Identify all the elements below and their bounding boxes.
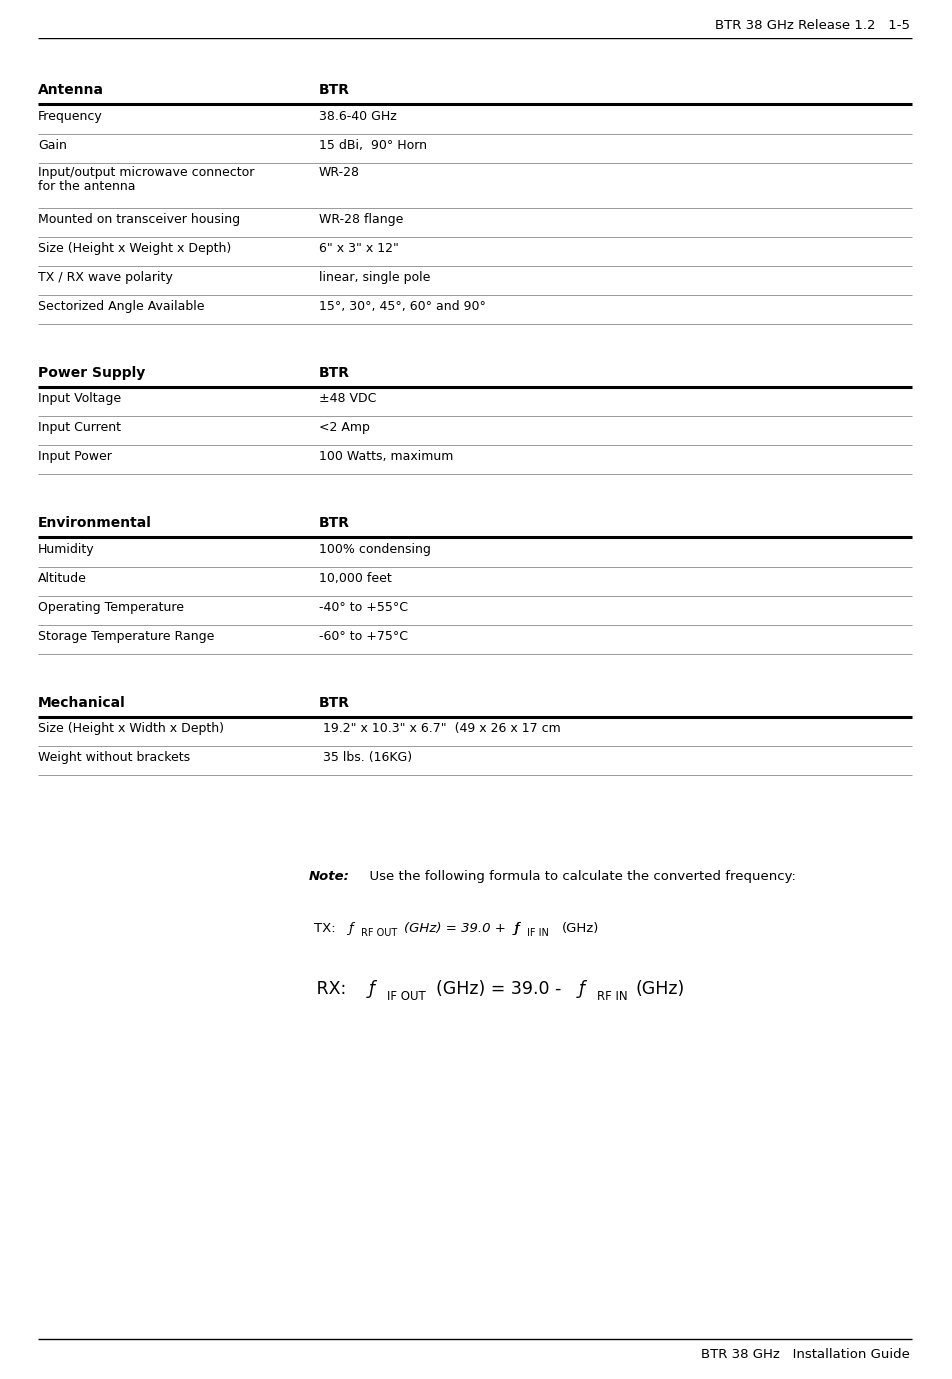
Text: (GHz): (GHz) [562,923,600,935]
Text: WR-28 flange: WR-28 flange [319,212,404,226]
Text: BTR: BTR [319,696,350,710]
Text: -60° to +75°C: -60° to +75°C [319,630,407,643]
Text: BTR 38 GHz Release 1.2: BTR 38 GHz Release 1.2 [737,19,910,32]
Text: Gain: Gain [38,139,67,152]
Text: Environmental: Environmental [38,516,152,531]
Text: ±48 VDC: ±48 VDC [319,392,376,405]
Text: ƒ: ƒ [579,980,585,998]
Text: Mechanical: Mechanical [38,696,126,710]
Text: Altitude: Altitude [38,572,87,585]
Text: Antenna: Antenna [38,83,104,98]
Text: Frequency: Frequency [38,110,103,123]
Text: IF OUT: IF OUT [387,990,426,1003]
Text: Input/output microwave connector: Input/output microwave connector [38,165,254,179]
Text: BTR 38 GHz   Installation Guide: BTR 38 GHz Installation Guide [701,1349,910,1361]
Text: Sectorized Angle Available: Sectorized Angle Available [38,299,205,313]
Text: BTR: BTR [319,516,350,531]
Text: 10,000 feet: 10,000 feet [319,572,391,585]
Text: -40° to +55°C: -40° to +55°C [319,601,407,614]
Text: Size (Height x Width x Depth): Size (Height x Width x Depth) [38,723,224,735]
Text: BTR 38 GHz Release 1.2   1-5: BTR 38 GHz Release 1.2 1-5 [715,19,910,32]
Text: BTR: BTR [319,83,350,98]
Text: TX:: TX: [314,923,340,935]
Text: (GHz) = 39.0 +  ƒ: (GHz) = 39.0 + ƒ [404,923,519,935]
Text: Humidity: Humidity [38,543,94,556]
Text: ƒ: ƒ [369,980,375,998]
Text: linear, single pole: linear, single pole [319,270,430,284]
Text: ƒ: ƒ [514,923,519,935]
Text: TX / RX wave polarity: TX / RX wave polarity [38,270,173,284]
Text: 35 lbs. (16KG): 35 lbs. (16KG) [319,752,412,764]
Text: ƒ: ƒ [347,923,352,935]
Text: Weight without brackets: Weight without brackets [38,752,190,764]
Text: Input Power: Input Power [38,450,112,463]
Text: WR-28: WR-28 [319,165,360,179]
Text: RF OUT: RF OUT [361,928,397,938]
Text: BTR 38 GHz Release 1.2   1-5: BTR 38 GHz Release 1.2 1-5 [715,19,910,32]
Text: (GHz): (GHz) [636,980,685,998]
Text: BTR: BTR [319,365,350,379]
Bar [0,0,952,39]
Text: 38.6-40 GHz: 38.6-40 GHz [319,110,397,123]
Text: RF IN: RF IN [597,990,627,1003]
Text: 6" x 3" x 12": 6" x 3" x 12" [319,241,399,255]
Text: <2 Amp: <2 Amp [319,421,369,434]
Text: Power Supply: Power Supply [38,365,146,379]
Text: 15 dBi,  90° Horn: 15 dBi, 90° Horn [319,139,426,152]
Text: RX:: RX: [311,980,351,998]
Text: 19.2" x 10.3" x 6.7"  (49 x 26 x 17 cm: 19.2" x 10.3" x 6.7" (49 x 26 x 17 cm [319,723,561,735]
Text: Storage Temperature Range: Storage Temperature Range [38,630,214,643]
Text: for the antenna: for the antenna [38,181,135,193]
Text: BTR 38 GHz Release 1.2   1-5: BTR 38 GHz Release 1.2 1-5 [715,19,910,32]
Text: Note:: Note: [308,870,349,883]
Text: (GHz) = 39.0 +: (GHz) = 39.0 + [404,923,514,935]
Text: 100 Watts, maximum: 100 Watts, maximum [319,450,453,463]
Text: Size (Height x Weight x Depth): Size (Height x Weight x Depth) [38,241,231,255]
Text: 15°, 30°, 45°, 60° and 90°: 15°, 30°, 45°, 60° and 90° [319,299,486,313]
Text: IF IN: IF IN [526,928,548,938]
Text: Mounted on transceiver housing: Mounted on transceiver housing [38,212,240,226]
Text: Operating Temperature: Operating Temperature [38,601,184,614]
Text: 100% condensing: 100% condensing [319,543,431,556]
Text: Use the following formula to calculate the converted frequency:: Use the following formula to calculate t… [361,870,796,883]
Text: (GHz) = 39.0 -: (GHz) = 39.0 - [436,980,566,998]
Text: Input Voltage: Input Voltage [38,392,121,405]
Text: Input Current: Input Current [38,421,121,434]
